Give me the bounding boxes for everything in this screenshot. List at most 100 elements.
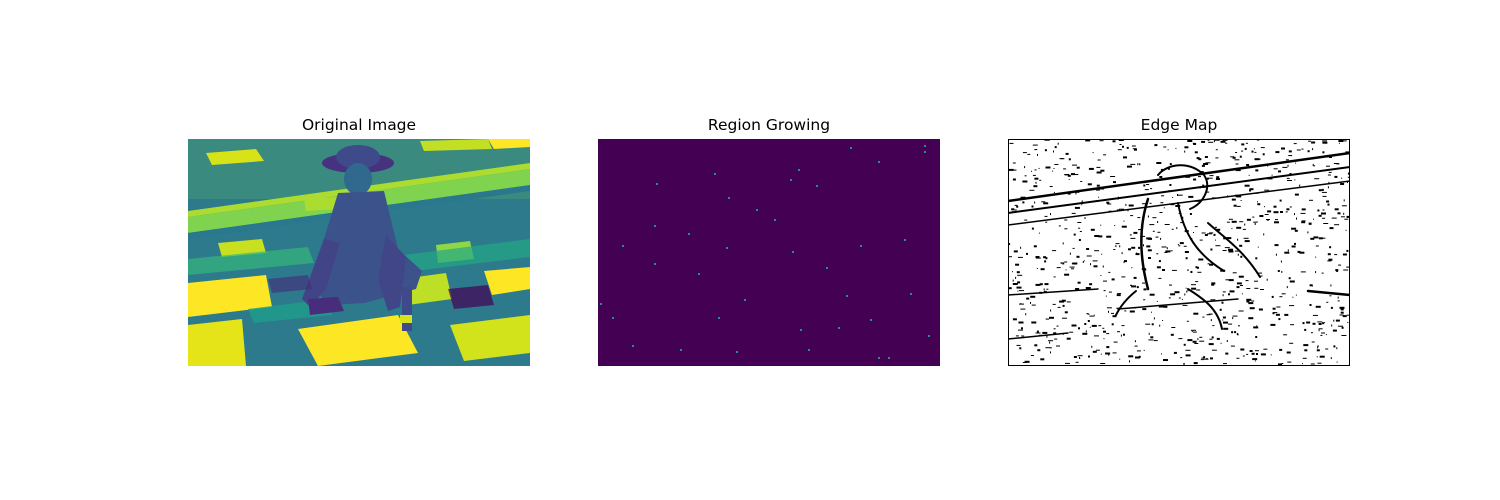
edge-speckle bbox=[1328, 171, 1332, 173]
edge-speckle bbox=[1280, 211, 1283, 213]
edge-speckle bbox=[1016, 205, 1019, 208]
edge-speckle bbox=[1156, 300, 1158, 302]
edge-speckle bbox=[1273, 205, 1277, 208]
edge-speckle bbox=[1340, 311, 1344, 314]
edge-speckle bbox=[1294, 213, 1295, 216]
edge-speckle bbox=[1321, 212, 1326, 215]
edge-speckle bbox=[1347, 172, 1350, 175]
edge-speckle bbox=[1091, 324, 1097, 327]
edge-speckle bbox=[1307, 231, 1309, 234]
edge-speckle bbox=[1288, 155, 1293, 157]
edge-speckle bbox=[1294, 242, 1296, 245]
edge-speckle bbox=[1222, 139, 1228, 141]
edge-speckle bbox=[1031, 227, 1034, 230]
edge-speckle bbox=[1294, 229, 1298, 232]
edge-speckle bbox=[1103, 280, 1107, 282]
edge-speckle bbox=[1134, 340, 1136, 343]
edge-speckle bbox=[1167, 149, 1169, 151]
edge-speckle bbox=[1163, 207, 1165, 209]
edge-speckle bbox=[1215, 157, 1219, 159]
edge-speckle bbox=[1068, 178, 1070, 180]
edge-speckle bbox=[1309, 199, 1313, 201]
edge-speckle bbox=[1286, 351, 1291, 354]
edge-speckle bbox=[1235, 163, 1239, 165]
edge-speckle bbox=[1321, 272, 1324, 274]
edge-speckle bbox=[1330, 306, 1333, 309]
edge-speckle bbox=[1058, 225, 1061, 227]
edge-speckle bbox=[1326, 200, 1330, 203]
edge-speckle bbox=[1060, 262, 1062, 264]
edge-speckle bbox=[1132, 148, 1137, 150]
edge-speckle bbox=[1222, 316, 1226, 319]
edge-speckle bbox=[1031, 321, 1037, 324]
edge-speckle bbox=[1064, 261, 1068, 263]
edge-speckle bbox=[1090, 228, 1095, 231]
edge-speckle bbox=[1163, 359, 1168, 361]
edge-speckle bbox=[1312, 322, 1316, 325]
edge-speckle bbox=[1106, 235, 1112, 238]
edge-speckle bbox=[1107, 203, 1112, 205]
edge-speckle bbox=[1299, 184, 1301, 187]
edge-speckle bbox=[1334, 175, 1338, 178]
edge-speckle bbox=[1244, 240, 1250, 243]
edge-speckle bbox=[1326, 165, 1330, 167]
edge-speckle bbox=[1130, 163, 1136, 165]
edge-speckle bbox=[1009, 142, 1014, 144]
edge-speckle bbox=[1275, 219, 1278, 221]
edge-speckle bbox=[1210, 357, 1213, 360]
edge-speckle bbox=[1170, 333, 1174, 336]
edge-speckle bbox=[1050, 213, 1051, 216]
edge-speckle bbox=[1313, 236, 1319, 239]
edge-speckle bbox=[1273, 211, 1279, 214]
edge-speckle bbox=[1133, 231, 1138, 234]
edge-speckle bbox=[1288, 277, 1291, 280]
edge-speckle bbox=[1082, 261, 1084, 263]
edge-speckle bbox=[1050, 351, 1051, 354]
edge-speckle bbox=[1123, 156, 1127, 159]
edge-speckle bbox=[1035, 256, 1040, 258]
edge-speckle bbox=[1059, 300, 1065, 303]
edge-speckle bbox=[1049, 347, 1052, 349]
edge-speckle bbox=[1142, 203, 1148, 205]
edge-speckle bbox=[1137, 163, 1139, 166]
edge-speckle bbox=[1313, 165, 1316, 167]
edge-speckle bbox=[1108, 310, 1109, 313]
edge-speckle bbox=[1093, 265, 1098, 268]
edge-speckle bbox=[1053, 332, 1057, 335]
edge-speckle bbox=[1024, 219, 1028, 221]
edge-speckle bbox=[1130, 284, 1132, 286]
edge-speckle bbox=[1044, 215, 1048, 217]
edge-speckle bbox=[1242, 355, 1245, 357]
edge-speckle bbox=[1017, 290, 1019, 292]
edge-speckle bbox=[1063, 168, 1067, 170]
edge-speckle bbox=[1071, 173, 1075, 176]
edge-speckle bbox=[1050, 309, 1052, 312]
edge-speckle bbox=[1115, 243, 1120, 245]
edge-speckle bbox=[1263, 348, 1268, 350]
edge-speckle bbox=[1040, 358, 1045, 361]
edge-speckle bbox=[1341, 326, 1344, 329]
edge-speckle bbox=[1044, 260, 1047, 263]
edge-speckle bbox=[1103, 330, 1106, 333]
edge-speckle bbox=[1232, 156, 1236, 159]
edge-speckle bbox=[1203, 163, 1209, 165]
edge-speckle bbox=[1244, 184, 1250, 187]
edge-speckle bbox=[1192, 331, 1197, 333]
edge-speckle bbox=[1045, 166, 1051, 169]
edge-speckle bbox=[1184, 251, 1189, 253]
edge-speckle bbox=[1187, 140, 1193, 142]
edge-speckle bbox=[1203, 358, 1209, 360]
edge-speckle bbox=[1056, 325, 1059, 327]
edge-speckle bbox=[1020, 308, 1026, 310]
edge-speckle bbox=[1346, 266, 1350, 268]
edge-speckle bbox=[1193, 179, 1196, 181]
edge-speckle bbox=[1095, 189, 1100, 191]
edge-speckle bbox=[1013, 209, 1017, 211]
edge-speckle bbox=[1317, 346, 1319, 349]
edge-speckle bbox=[1073, 174, 1079, 175]
edge-speckle bbox=[1264, 214, 1269, 215]
edge-speckle bbox=[1341, 205, 1347, 207]
edge-speckle bbox=[1170, 250, 1173, 252]
edge-speckle bbox=[1025, 313, 1027, 316]
edge-speckle bbox=[1297, 250, 1301, 253]
